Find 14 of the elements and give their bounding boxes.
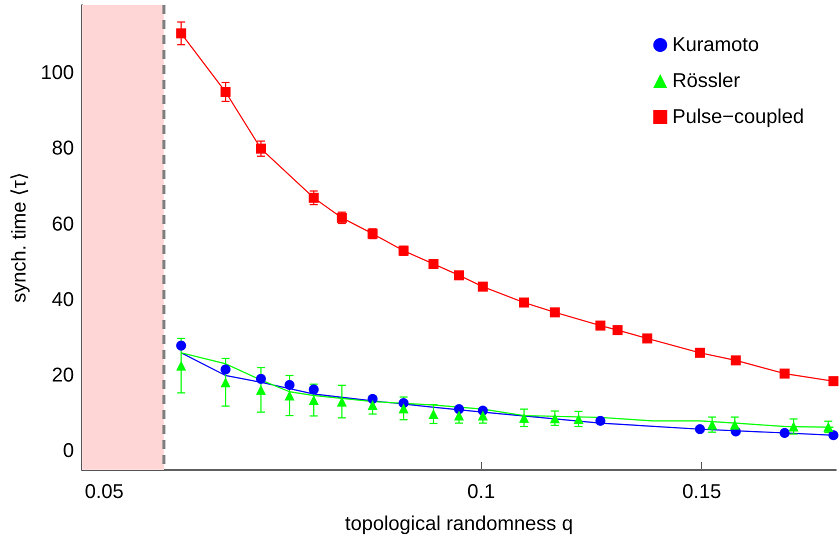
y-tick-label: 20 <box>52 364 74 386</box>
x-tick-label: 0.1 <box>467 481 496 503</box>
y-tick-label: 40 <box>52 288 74 311</box>
legend-label: Kuramoto <box>672 34 759 56</box>
y-tick-label: 100 <box>40 62 74 84</box>
y-tick-label: 80 <box>52 138 74 160</box>
x-tick-label: 0.05 <box>84 481 124 503</box>
x-axis-title: topological randomness q <box>345 513 573 535</box>
legend-label: Pulse−coupled <box>672 106 804 128</box>
y-axis-title: synch. time ⟨τ⟩ <box>8 172 31 303</box>
legend-label: Rössler <box>672 70 740 92</box>
y-tick-label: 60 <box>52 213 74 236</box>
y-tick-label: 0 <box>62 440 74 462</box>
x-tick-label: 0.15 <box>682 481 722 503</box>
